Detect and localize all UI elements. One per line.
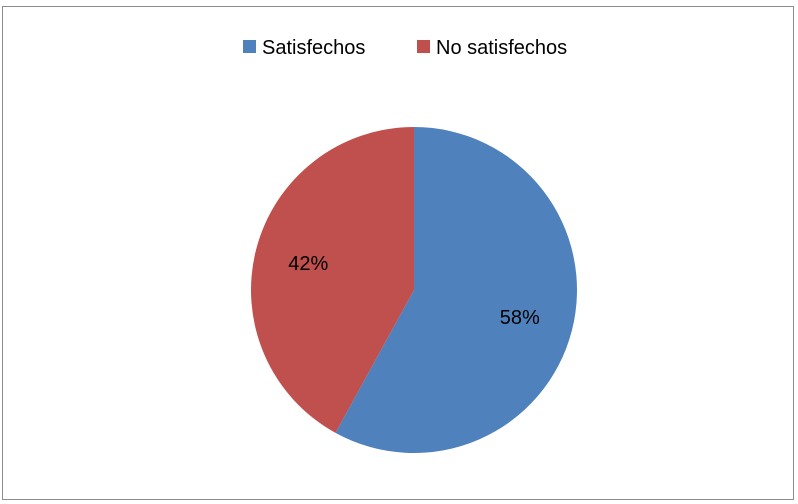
legend-label-satisfechos: Satisfechos <box>262 37 365 59</box>
slice-label-no-satisfechos: 42% <box>288 253 328 275</box>
slice-label-satisfechos: 58% <box>500 307 540 329</box>
pie-slice-satisfechos <box>335 127 577 453</box>
pie-slices <box>250 127 577 453</box>
pie-slice-no-satisfechos <box>250 127 414 433</box>
legend: Satisfechos No satisfechos <box>243 37 567 59</box>
legend-label-no-satisfechos: No satisfechos <box>436 37 567 59</box>
legend-swatch-no-satisfechos <box>417 40 430 53</box>
legend-swatch-satisfechos <box>243 40 256 53</box>
slice-labels: 58% 42% <box>288 253 540 329</box>
